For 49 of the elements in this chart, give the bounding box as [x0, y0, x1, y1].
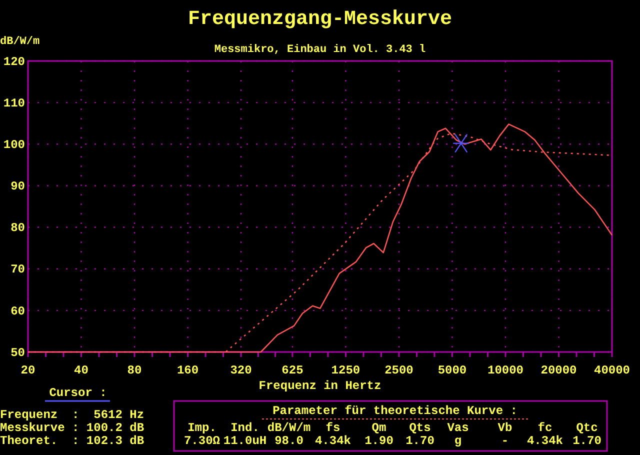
text: 11.0uH — [223, 434, 267, 448]
text: Imp. — [188, 421, 216, 435]
text: Qm — [372, 421, 386, 435]
text: g — [454, 434, 462, 448]
text: Theoret. : 102.3 dB — [0, 434, 144, 448]
y-tick-label: 70 — [10, 262, 25, 277]
x-tick-label: 40000 — [594, 364, 630, 378]
text: Qtc — [576, 421, 598, 435]
x-tick-label: 20000 — [540, 364, 577, 378]
x-tick-label: 2500 — [384, 364, 414, 378]
text: Vb — [498, 421, 512, 435]
text: 1.70 — [572, 434, 602, 448]
text: Qts — [409, 421, 431, 435]
text: 1.90 — [364, 434, 394, 448]
y-tick-label: 50 — [10, 346, 25, 360]
y-tick-label: 90 — [10, 180, 25, 194]
y-axis-title: dB/W/m — [0, 36, 40, 48]
text: Parameter für theoretische Kurve : — [272, 404, 518, 418]
y-tick-label: 60 — [10, 304, 25, 318]
text: - — [501, 434, 509, 448]
x-tick-label: 40 — [74, 364, 88, 378]
x-tick-label: 320 — [230, 364, 252, 378]
x-tick-label: 625 — [282, 364, 304, 378]
x-tick-label: 1250 — [331, 364, 360, 378]
text: Cursor : — [49, 386, 107, 400]
text: 4.34k — [314, 434, 352, 448]
y-tick-label: 110 — [3, 96, 25, 110]
x-tick-label: 10000 — [487, 364, 524, 378]
x-tick-label: 5000 — [438, 364, 467, 378]
x-axis-title: Frequenz in Hertz — [258, 379, 382, 393]
text: 7.30Ω — [184, 434, 220, 448]
text: 1.70 — [406, 434, 434, 448]
text: Ind. — [230, 421, 260, 435]
text: Messkurve : 100.2 dB — [0, 421, 144, 435]
text: dB/W/m — [267, 421, 311, 435]
y-tick-label: 120 — [3, 54, 25, 69]
text: 98.0 — [274, 434, 304, 448]
text: 4.34k — [526, 434, 564, 448]
chart-subtitle: Messmikro, Einbau in Vol. 3.43 l — [214, 44, 426, 56]
x-tick-label: 20 — [20, 364, 36, 378]
x-tick-label: 80 — [127, 364, 142, 378]
text: Vas — [447, 421, 469, 435]
x-tick-label: 160 — [176, 364, 199, 378]
y-tick-label: 80 — [10, 221, 25, 236]
y-tick-label: 100 — [3, 138, 25, 152]
text: Frequenz : 5612 Hz — [0, 408, 144, 422]
chart-title: Frequenzgang-Messkurve — [188, 8, 452, 31]
text: fs — [326, 421, 340, 435]
text: fc — [538, 421, 552, 435]
